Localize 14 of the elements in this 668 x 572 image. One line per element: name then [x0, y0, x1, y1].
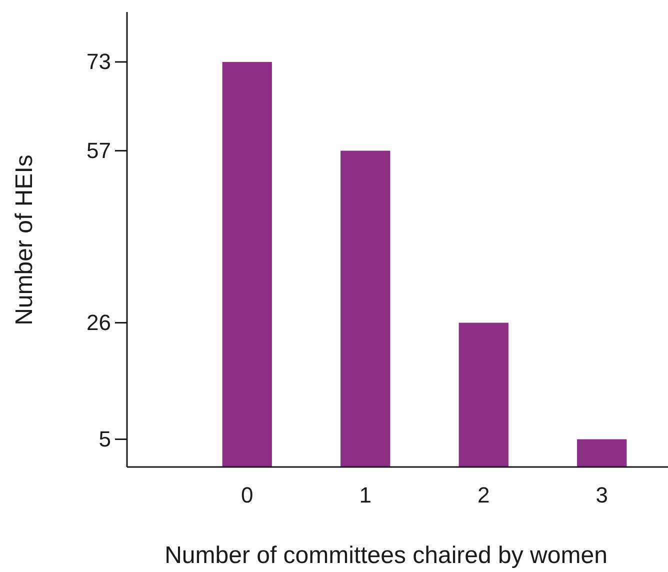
bar	[577, 439, 627, 467]
x-tick-label: 1	[359, 482, 372, 508]
y-tick-label: 5	[98, 426, 111, 452]
x-tick-label: 3	[596, 482, 608, 508]
bar	[222, 62, 272, 467]
x-axis-title: Number of committees chaired by women	[164, 542, 608, 569]
y-tick-label: 26	[86, 310, 111, 335]
y-tick-label: 73	[86, 48, 111, 74]
y-axis-title: Number of HEIs	[11, 154, 38, 326]
x-tick-label: 2	[478, 482, 490, 508]
y-tick-label: 57	[86, 138, 111, 163]
bar	[458, 322, 508, 467]
bar	[340, 150, 390, 467]
x-tick-label: 0	[241, 482, 254, 508]
